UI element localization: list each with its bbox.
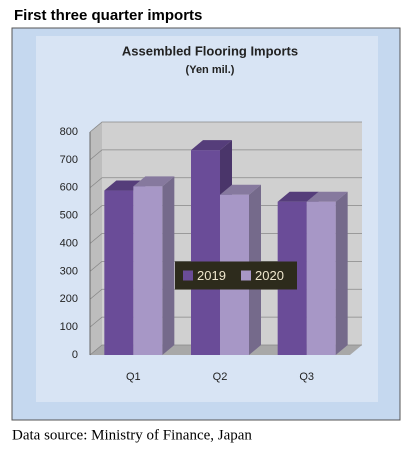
chart-subtitle: (Yen mil.)	[186, 64, 235, 76]
bar-top	[220, 184, 261, 195]
bar-top	[306, 191, 348, 202]
bar-top	[133, 176, 175, 187]
x-tick-label: Q2	[213, 371, 228, 383]
x-tick-label: Q3	[299, 371, 314, 383]
bar-side	[335, 191, 348, 355]
chart-title: Assembled Flooring Imports	[122, 43, 298, 58]
legend-label: 2019	[197, 268, 226, 283]
y-tick-label: 600	[60, 182, 78, 194]
y-tick-label: 0	[72, 349, 78, 361]
source-note: Data source: Ministry of Finance, Japan	[12, 427, 252, 443]
bar	[306, 201, 336, 355]
y-tick-label: 800	[60, 126, 78, 138]
grid-line	[89, 316, 362, 328]
y-tick-label: 200	[60, 293, 78, 305]
grid-line	[89, 121, 362, 133]
page-title: First three quarter imports	[14, 7, 202, 24]
grid-line	[89, 177, 362, 189]
y-tick-label: 500	[60, 210, 78, 222]
grid-line	[89, 260, 362, 272]
legend-label: 2020	[255, 268, 284, 283]
y-tick-label: 400	[60, 237, 78, 249]
y-tick-label: 300	[60, 265, 78, 277]
x-tick-label: Q1	[126, 371, 141, 383]
y-tick-label: 700	[60, 154, 78, 166]
legend-swatch	[241, 270, 251, 281]
legend-swatch	[183, 270, 193, 281]
bar-side	[162, 176, 175, 355]
grid-line	[89, 149, 362, 161]
bar-top	[277, 191, 319, 202]
grid-line	[89, 233, 362, 244]
grid-line	[89, 205, 362, 216]
bar	[191, 150, 220, 355]
bar-top	[191, 140, 232, 151]
grid-line	[89, 344, 362, 356]
bar	[104, 190, 134, 355]
y-tick-label: 100	[60, 321, 78, 333]
legend-box	[175, 261, 297, 290]
bar	[133, 186, 163, 355]
